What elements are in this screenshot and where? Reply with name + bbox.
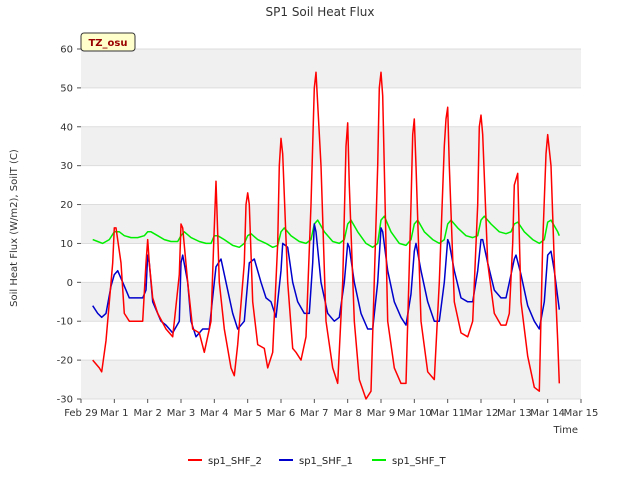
x-tick-label: Mar 11	[430, 408, 465, 419]
x-tick-label: Mar 3	[167, 408, 195, 419]
x-tick-label: Mar 1	[100, 408, 128, 419]
legend: sp1_SHF_2 sp1_SHF_1 sp1_SHF_T	[188, 456, 447, 467]
grid-band	[81, 360, 581, 399]
plot-background	[81, 48, 581, 400]
series-line-sp1_SHF_1	[92, 223, 561, 338]
y-axis-label: Soil Heat Flux (W/m2), SoilT (C)	[9, 149, 20, 307]
site-badge: TZ_osu	[80, 32, 136, 52]
y-tick-label: 0	[67, 278, 73, 289]
x-tick-label: Mar 10	[397, 408, 432, 419]
y-axis-ticks: -30 -20 -10 0 10 20 30 40 50 60	[57, 45, 81, 406]
x-tick-label: Mar 12	[464, 408, 499, 419]
x-tick-label: Mar 13	[497, 408, 532, 419]
x-tick-label: Mar 6	[267, 408, 295, 419]
series-line-sp1_SHF_T	[92, 215, 560, 249]
grid-band	[81, 49, 581, 88]
y-tick-label: -30	[57, 395, 73, 406]
y-tick-label: 20	[60, 200, 73, 211]
x-tick-label: Mar 2	[133, 408, 161, 419]
x-tick-label: Mar 5	[233, 408, 261, 419]
y-tick-label: 40	[60, 122, 73, 133]
y-tick-label: -10	[57, 317, 73, 328]
x-tick-label: Mar 15	[564, 408, 599, 419]
x-axis-ticks: Feb 29 Mar 1 Mar 2 Mar 3 Mar 4 Mar 5 Mar 6 Mar …	[64, 399, 598, 419]
site-badge-box	[80, 32, 136, 52]
grid-band	[81, 204, 581, 244]
x-tick-label: Mar 14	[530, 408, 565, 419]
series-layer	[92, 71, 561, 400]
x-tick-label: Mar 8	[333, 408, 361, 419]
y-tick-label: 10	[60, 239, 73, 250]
legend-label-sp1_SHF_T: sp1_SHF_T	[392, 456, 447, 467]
x-tick-label: Mar 9	[367, 408, 395, 419]
site-badge-label: TZ_osu	[88, 38, 127, 49]
chart-title: SP1 Soil Heat Flux	[266, 5, 375, 19]
legend-label-sp1_SHF_1: sp1_SHF_1	[299, 456, 353, 467]
y-tick-label: -20	[57, 356, 73, 367]
y-tick-label: 50	[60, 83, 73, 94]
x-tick-label: Mar 7	[300, 408, 328, 419]
x-axis-label: Time	[553, 425, 578, 436]
x-tick-label: Feb 29	[64, 408, 98, 419]
y-tick-label: 60	[60, 45, 73, 56]
legend-label-sp1_SHF_2: sp1_SHF_2	[208, 456, 262, 467]
grid-band	[81, 126, 581, 166]
grid-band	[81, 282, 581, 322]
y-tick-label: 30	[60, 161, 73, 172]
x-tick-label: Mar 4	[200, 408, 228, 419]
series-line-sp1_SHF_2	[92, 71, 561, 400]
